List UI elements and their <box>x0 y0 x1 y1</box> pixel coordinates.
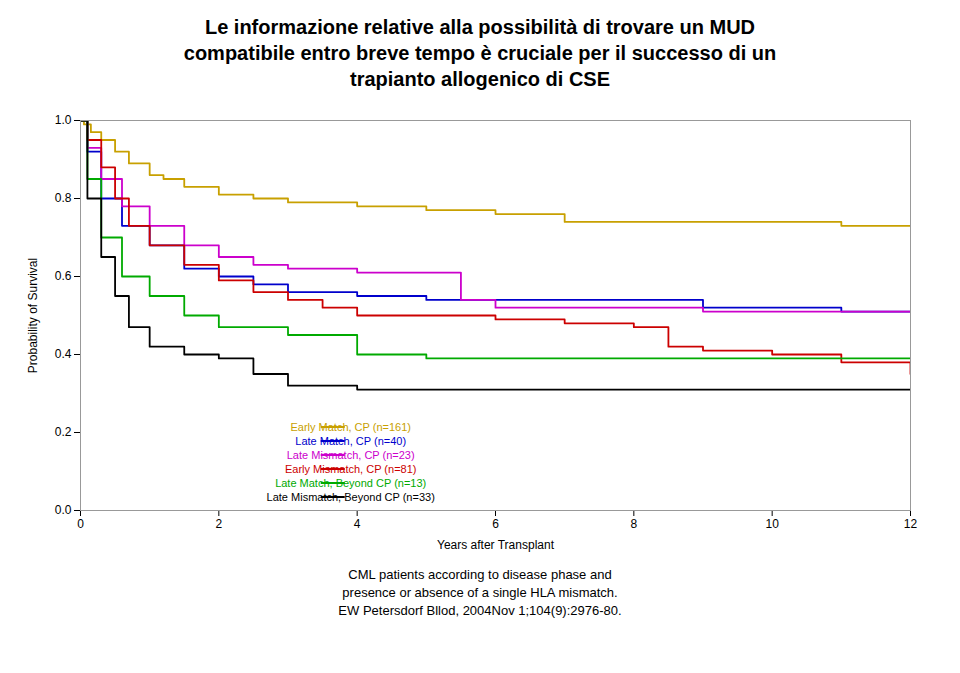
svg-text:8: 8 <box>630 517 637 531</box>
svg-text:1.0: 1.0 <box>55 113 72 127</box>
svg-text:Late Match, CP (n=40): Late Match, CP (n=40) <box>295 435 406 447</box>
html-text:CML patients according to dise: CML patients according to disease phase … <box>338 567 622 619</box>
svg-text:Early Mismatch, CP (n=81): Early Mismatch, CP (n=81) <box>285 463 417 475</box>
svg-text:Early Match, CP (n=161): Early Match, CP (n=161) <box>290 421 411 433</box>
svg-text:Late Mismatch, Beyond CP (n=33: Late Mismatch, Beyond CP (n=33) <box>267 491 435 503</box>
html-text:Le informazione relative alla: Le informazione relative alla possibilit… <box>183 16 777 90</box>
svg-text:10: 10 <box>765 517 779 531</box>
svg-text:Probability of Survival: Probability of Survival <box>26 258 40 373</box>
svg-text:12: 12 <box>904 517 918 531</box>
svg-text:Years after Transplant: Years after Transplant <box>437 538 555 552</box>
svg-text:Late Mismatch, CP (n=23): Late Mismatch, CP (n=23) <box>287 449 415 461</box>
svg-text:0.6: 0.6 <box>55 269 72 283</box>
svg-text:0.4: 0.4 <box>55 347 72 361</box>
svg-text:0: 0 <box>77 517 84 531</box>
svg-text:6: 6 <box>492 517 499 531</box>
svg-text:4: 4 <box>354 517 361 531</box>
svg-text:0.2: 0.2 <box>55 425 72 439</box>
svg-text:2: 2 <box>215 517 222 531</box>
svg-text:Late Match, Beyond CP (n=13): Late Match, Beyond CP (n=13) <box>275 477 426 489</box>
svg-text:0.0: 0.0 <box>55 503 72 517</box>
svg-text:0.8: 0.8 <box>55 191 72 205</box>
